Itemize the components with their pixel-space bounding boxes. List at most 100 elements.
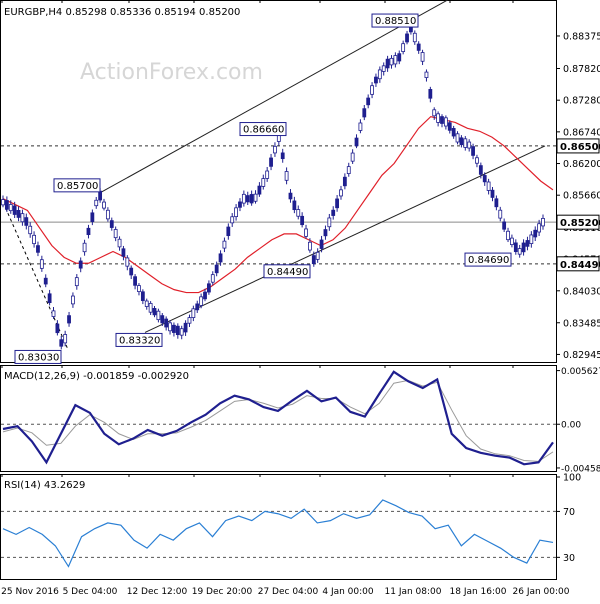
- candle-body: [63, 334, 68, 344]
- candle-body: [459, 137, 464, 146]
- candle-body: [393, 55, 398, 65]
- candle-body: [43, 277, 48, 285]
- candle-body: [16, 209, 21, 218]
- candle-body: [168, 322, 172, 332]
- macd-layer: [1, 370, 556, 466]
- candle-body: [152, 308, 157, 316]
- candle-body: [428, 89, 433, 99]
- candle-body: [354, 137, 359, 147]
- candle-body: [172, 324, 176, 333]
- candle-body: [502, 221, 507, 230]
- candle-body: [284, 171, 289, 181]
- candle-body: [187, 317, 192, 324]
- candle-body: [253, 193, 258, 202]
- price-y-tick-label: 0.82945: [563, 350, 600, 361]
- candle-body: [288, 192, 293, 200]
- candle-body: [148, 303, 153, 313]
- level-label: 0.85200: [560, 218, 600, 229]
- candle-body: [203, 291, 207, 300]
- candle-body: [533, 229, 538, 238]
- level-label-box: [556, 256, 600, 272]
- price-panel-frame: [0, 0, 557, 363]
- candle-body: [257, 185, 262, 195]
- x-tick-label: 11 Jan 08:00: [385, 587, 442, 597]
- candle-body: [506, 230, 510, 241]
- candle-body: [90, 212, 95, 222]
- candle-body: [486, 181, 491, 191]
- price-y-tick-label: 0.86200: [563, 159, 600, 170]
- rsi-y-tick-label: 100: [563, 473, 581, 484]
- candle-body: [210, 274, 215, 283]
- x-tick-label: 12 Dec 12:00: [127, 587, 188, 597]
- candle-body: [478, 165, 483, 175]
- candle-body: [1, 199, 5, 206]
- x-tick-label: 26 Jan 00:00: [513, 587, 570, 597]
- macd-y-tick-label: -0.004586: [561, 464, 600, 474]
- candle-body: [315, 251, 320, 260]
- x-tick-label: 19 Dec 20:00: [192, 587, 253, 597]
- candle-body: [4, 200, 9, 210]
- candle-body: [82, 242, 87, 253]
- candle-body: [475, 157, 479, 164]
- x-tick-label: 25 Nov 2016: [1, 587, 59, 597]
- candle-body: [273, 145, 277, 154]
- price-y-tick-label: 0.87820: [563, 64, 600, 75]
- candle-body: [20, 213, 25, 223]
- candle-body: [39, 259, 44, 269]
- rsi-line: [2, 499, 554, 568]
- candle-body: [32, 234, 36, 245]
- candle-body: [517, 248, 522, 255]
- macd-y-tick-label: 0.00: [561, 421, 581, 431]
- macd-y-tick-label: 0.005627: [561, 367, 600, 377]
- macd-panel-frame: [0, 365, 557, 472]
- candle-body: [144, 300, 149, 307]
- candle-body: [129, 267, 134, 276]
- candle-body: [269, 157, 273, 167]
- candle-body: [366, 97, 371, 106]
- candle-body: [24, 217, 29, 226]
- price-annotation-box: [53, 178, 101, 193]
- candle-body: [482, 175, 487, 183]
- rsi-layer: [1, 499, 556, 568]
- candle-body: [28, 225, 33, 235]
- candle-body: [385, 58, 390, 69]
- candle-body: [249, 194, 254, 204]
- macd-title: MACD(12,26,9) -0.001859 -0.002920: [4, 371, 189, 382]
- candle-body: [440, 116, 444, 124]
- x-tick-label: 18 Jan 16:00: [450, 587, 507, 597]
- candle-body: [541, 218, 545, 227]
- candle-body: [245, 195, 250, 203]
- candle-body: [86, 227, 91, 236]
- candle-body: [140, 291, 145, 301]
- candle-body: [121, 248, 126, 257]
- price-chart-title: EURGBP,H4 0.85298 0.85336 0.85194 0.8520…: [4, 7, 240, 18]
- candle-body: [183, 322, 188, 333]
- price-annotation-box: [239, 122, 287, 137]
- price-y-tick-label: 0.86740: [563, 127, 600, 138]
- candle-body: [405, 33, 409, 43]
- candle-body: [125, 257, 130, 267]
- rsi-y-tick-label: 70: [563, 507, 575, 518]
- candle-body: [308, 241, 312, 251]
- candle-body: [513, 242, 518, 253]
- candle-body: [8, 204, 13, 212]
- price-annotation: 0.88510: [375, 16, 416, 27]
- candle-body: [443, 117, 448, 127]
- candle-body: [12, 205, 17, 215]
- level-label-box: [556, 214, 600, 230]
- candle-body: [490, 189, 495, 198]
- candle-body: [420, 52, 425, 62]
- rsi-title: RSI(14) 43.2629: [4, 480, 85, 491]
- candle-body: [537, 223, 542, 233]
- candle-body: [424, 71, 429, 78]
- candle-body: [471, 146, 475, 156]
- candle-body: [226, 226, 231, 237]
- candle-body: [381, 65, 386, 72]
- candle-body: [230, 216, 235, 224]
- candle-body: [451, 128, 456, 137]
- candle-body: [94, 199, 99, 207]
- candle-body: [300, 215, 305, 226]
- x-tick-label: 5 Dec 04:00: [63, 587, 118, 597]
